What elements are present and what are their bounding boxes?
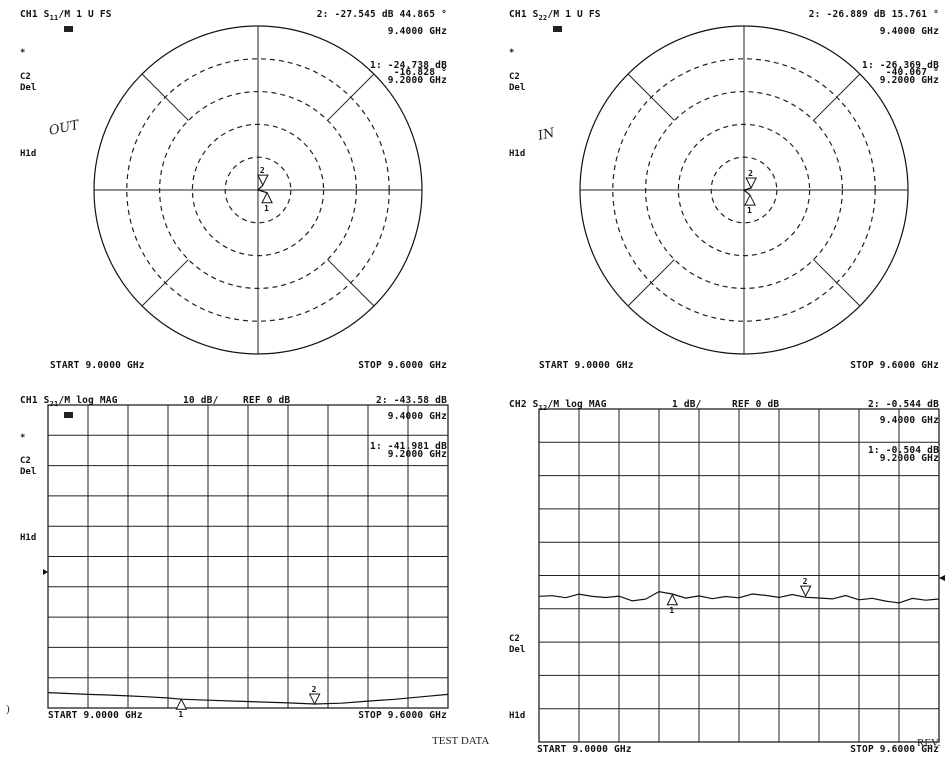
marker-2-triangle bbox=[257, 174, 269, 187]
marker-1-label: 1 bbox=[264, 204, 269, 213]
marker-2-readout: 2: -0.544 dB bbox=[868, 399, 939, 410]
stop-frequency: STOP 9.6000 GHz bbox=[358, 360, 447, 371]
smith-diagonal-4 bbox=[327, 259, 375, 307]
marker-2-label: 2 bbox=[748, 169, 753, 178]
chart-header: CH1 S21/M log MAG bbox=[20, 395, 118, 408]
start-frequency: START 9.0000 GHz bbox=[537, 744, 632, 755]
marker-1-phase: -40.067 ° bbox=[886, 67, 939, 78]
marker-1-readout: 1: -26.369 dB bbox=[862, 60, 939, 71]
reference-level: REF 0 dB bbox=[732, 399, 779, 410]
smith-diagonal-1 bbox=[813, 73, 861, 121]
reference-pointer bbox=[43, 569, 48, 575]
annotation-del: Del bbox=[509, 645, 525, 655]
marker-2-triangle bbox=[799, 585, 812, 598]
marker-1-readout: 1: -24.738 dB bbox=[370, 60, 447, 71]
annotation-del: Del bbox=[509, 83, 525, 93]
chart-header: CH1 S22/M 1 U FS bbox=[509, 9, 601, 22]
marker-2-frequency: 9.4000 GHz bbox=[388, 26, 447, 37]
marker-1-triangle bbox=[175, 698, 188, 710]
smith-trace bbox=[742, 187, 752, 196]
annotation-c2: C2 bbox=[509, 72, 520, 82]
annotation-asterisk: * bbox=[20, 48, 25, 58]
scale-per-division: 10 dB/ bbox=[183, 395, 219, 406]
smith-diagonal-2 bbox=[627, 73, 675, 121]
marker-2-label: 2 bbox=[803, 577, 808, 586]
annotation-hld: H1d bbox=[509, 711, 525, 721]
start-frequency: START 9.0000 GHz bbox=[50, 360, 145, 371]
stop-frequency: STOP 9.6000 GHz bbox=[358, 710, 447, 721]
stop-frequency: STOP 9.6000 GHz bbox=[850, 360, 939, 371]
marker-1-readout: 1: -0.504 dB bbox=[868, 445, 939, 456]
smith-diagonal-4 bbox=[813, 259, 861, 307]
marker-1-label: 1 bbox=[747, 206, 752, 215]
marker-1-frequency: 9.2000 GHz bbox=[880, 75, 939, 86]
trace-line bbox=[538, 590, 940, 604]
scale-per-division: 1 dB/ bbox=[672, 399, 702, 410]
marker-1-label: 1 bbox=[178, 710, 183, 719]
annotation-del: Del bbox=[20, 83, 36, 93]
marker-2-label: 2 bbox=[312, 685, 317, 694]
marker-1-triangle bbox=[666, 593, 679, 606]
marker-1-frequency: 9.2000 GHz bbox=[388, 449, 447, 460]
annotation-asterisk: * bbox=[509, 48, 514, 58]
marker-2-frequency: 9.4000 GHz bbox=[388, 411, 447, 422]
handwritten-note: OUT bbox=[48, 118, 82, 139]
marker-2-label: 2 bbox=[260, 166, 265, 175]
annotation-hld: H1d bbox=[20, 533, 36, 543]
annotation-del: Del bbox=[20, 467, 36, 477]
marker-2-triangle bbox=[745, 177, 757, 190]
annotation-c2: C2 bbox=[20, 456, 31, 466]
smith-diagonal-3 bbox=[627, 259, 675, 307]
marker-2-readout: 2: -27.545 dB 44.865 ° bbox=[317, 9, 447, 20]
start-frequency: START 9.0000 GHz bbox=[539, 360, 634, 371]
smith-diagonal-2 bbox=[141, 73, 189, 121]
annotation-hld: H1d bbox=[20, 149, 36, 159]
marker-1-label: 1 bbox=[669, 606, 674, 615]
marker-2-frequency: 9.4000 GHz bbox=[880, 26, 939, 37]
annotation-hld: H1d bbox=[509, 149, 525, 159]
smith-diagonal-1 bbox=[327, 73, 375, 121]
handwritten-note: IN bbox=[536, 126, 557, 144]
annotation-asterisk: * bbox=[20, 433, 25, 443]
start-frequency: START 9.0000 GHz bbox=[48, 710, 143, 721]
logmag-chart-1: CH1 S21/M log MAG 10 dB/REF 0 dB 2: -43.58… bbox=[20, 395, 449, 721]
smith-trace bbox=[256, 184, 268, 194]
annotation-c2: C2 bbox=[20, 72, 31, 82]
footer-rev: REV. bbox=[917, 737, 941, 749]
marker-2-readout: 2: -26.889 dB 15.761 ° bbox=[809, 9, 939, 20]
marker-1-triangle bbox=[744, 193, 756, 206]
memory-icon bbox=[64, 26, 73, 32]
chart-header: CH1 S11/M 1 U FS bbox=[20, 9, 112, 22]
marker-1-frequency: 9.2000 GHz bbox=[388, 75, 447, 86]
reference-pointer bbox=[939, 575, 945, 581]
marker-1-frequency: 9.2000 GHz bbox=[880, 453, 939, 464]
chart-header: CH2 S12/M log MAG bbox=[509, 399, 607, 412]
marker-2-triangle bbox=[308, 693, 321, 706]
marker-2-frequency: 9.4000 GHz bbox=[880, 415, 939, 426]
reference-level: REF 0 dB bbox=[243, 395, 290, 406]
marker-1-triangle bbox=[261, 191, 273, 204]
marker-1-phase: -16.828 ° bbox=[394, 67, 447, 78]
memory-icon bbox=[553, 26, 562, 32]
stop-frequency: STOP 9.6000 GHz bbox=[850, 744, 939, 755]
marker-2-readout: 2: -43.58 dB bbox=[376, 395, 447, 406]
trace-line bbox=[47, 692, 449, 705]
memory-icon bbox=[64, 412, 73, 418]
annotation-c2: C2 bbox=[509, 634, 520, 644]
footer-test-data: TEST DATA bbox=[432, 735, 489, 747]
smith-diagonal-3 bbox=[141, 259, 189, 307]
logmag-chart-2: CH2 S12/M log MAG 1 dB/REF 0 dB 2: -0.544 … bbox=[509, 399, 945, 755]
footer-left-fragment: ) bbox=[6, 703, 10, 715]
